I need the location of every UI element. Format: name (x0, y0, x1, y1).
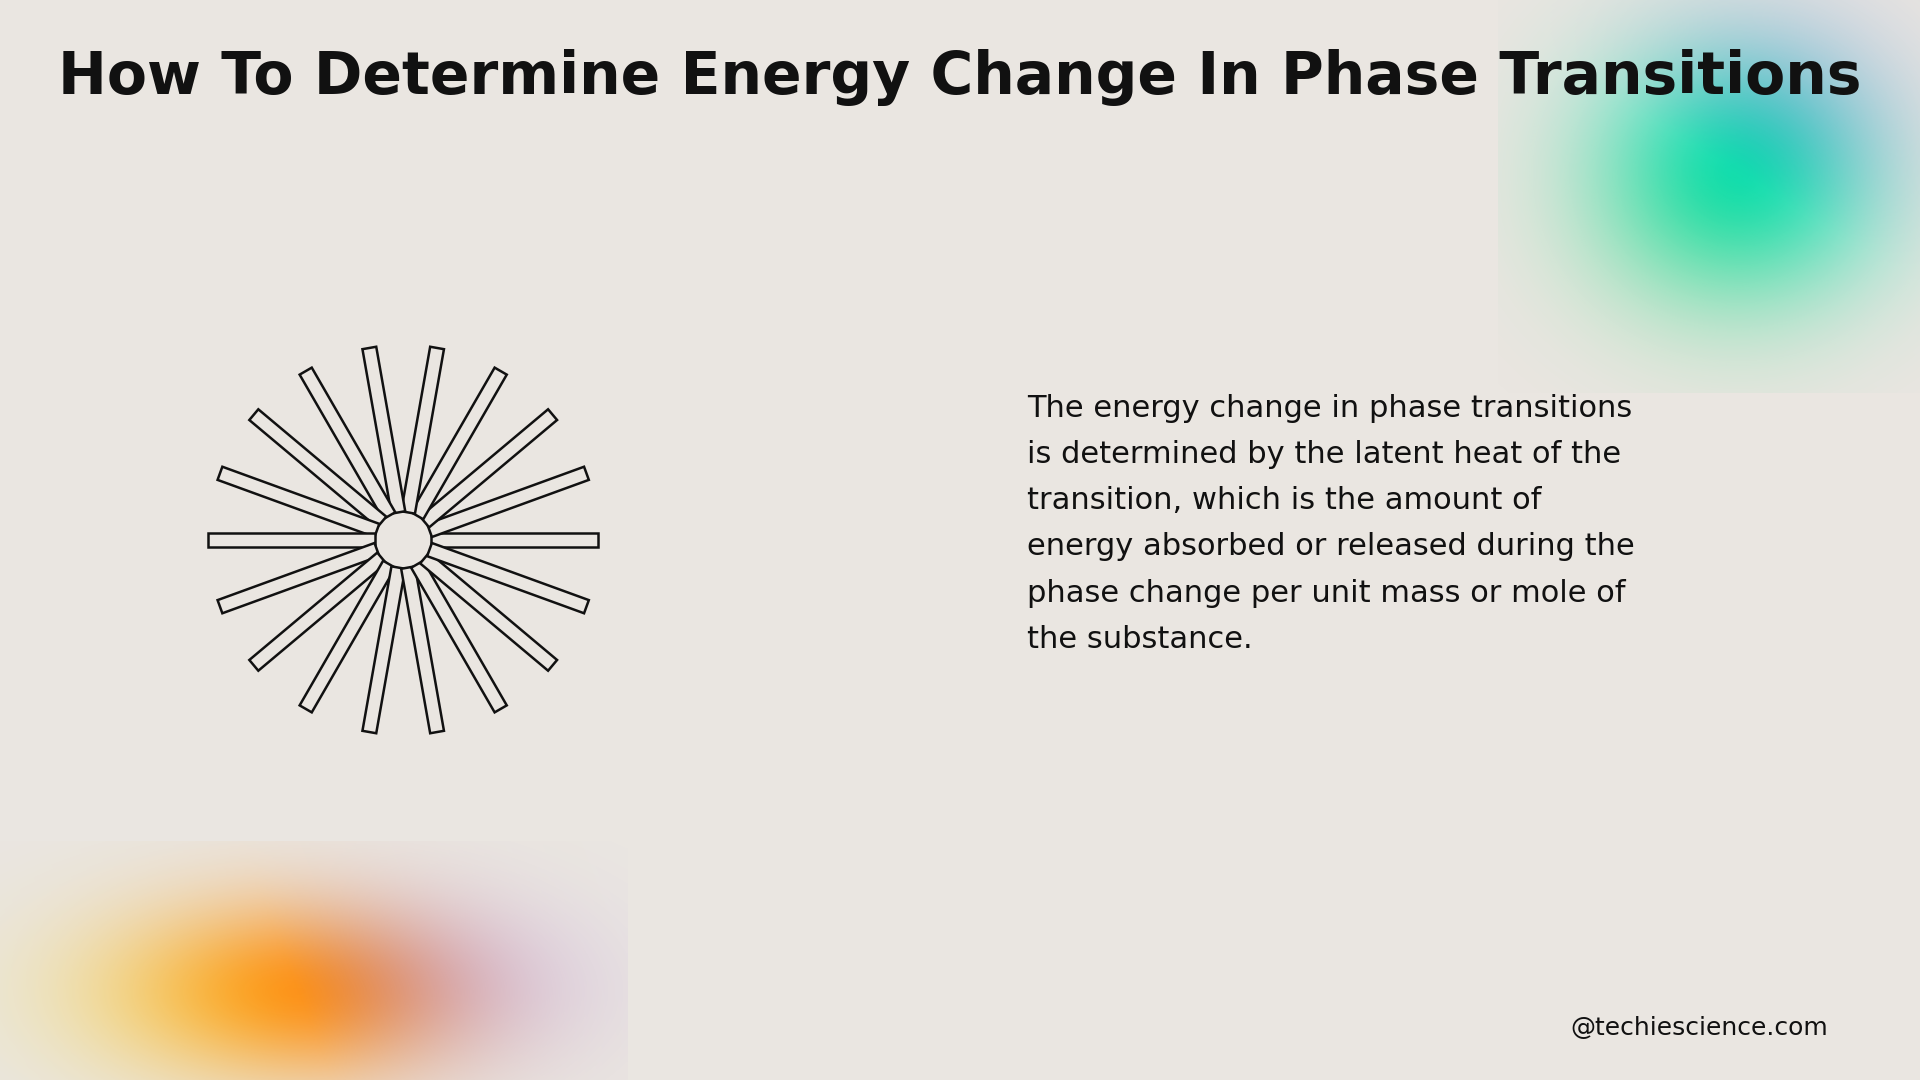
Polygon shape (217, 467, 380, 537)
Polygon shape (300, 561, 396, 713)
Polygon shape (207, 534, 374, 546)
Polygon shape (420, 553, 557, 671)
Polygon shape (411, 561, 507, 713)
Polygon shape (411, 367, 507, 519)
Polygon shape (250, 409, 386, 527)
Polygon shape (363, 566, 405, 733)
Polygon shape (401, 566, 444, 733)
Polygon shape (300, 367, 396, 519)
Polygon shape (217, 543, 380, 613)
Polygon shape (363, 347, 405, 514)
Polygon shape (420, 409, 557, 527)
Polygon shape (401, 347, 444, 514)
Polygon shape (426, 543, 589, 613)
Text: @techiescience.com: @techiescience.com (1571, 1016, 1828, 1040)
Text: How To Determine Energy Change In Phase Transitions: How To Determine Energy Change In Phase … (58, 49, 1862, 106)
Polygon shape (250, 553, 386, 671)
Polygon shape (426, 467, 589, 537)
Text: The energy change in phase transitions
is determined by the latent heat of the
t: The energy change in phase transitions i… (1027, 394, 1636, 653)
Polygon shape (432, 534, 599, 546)
